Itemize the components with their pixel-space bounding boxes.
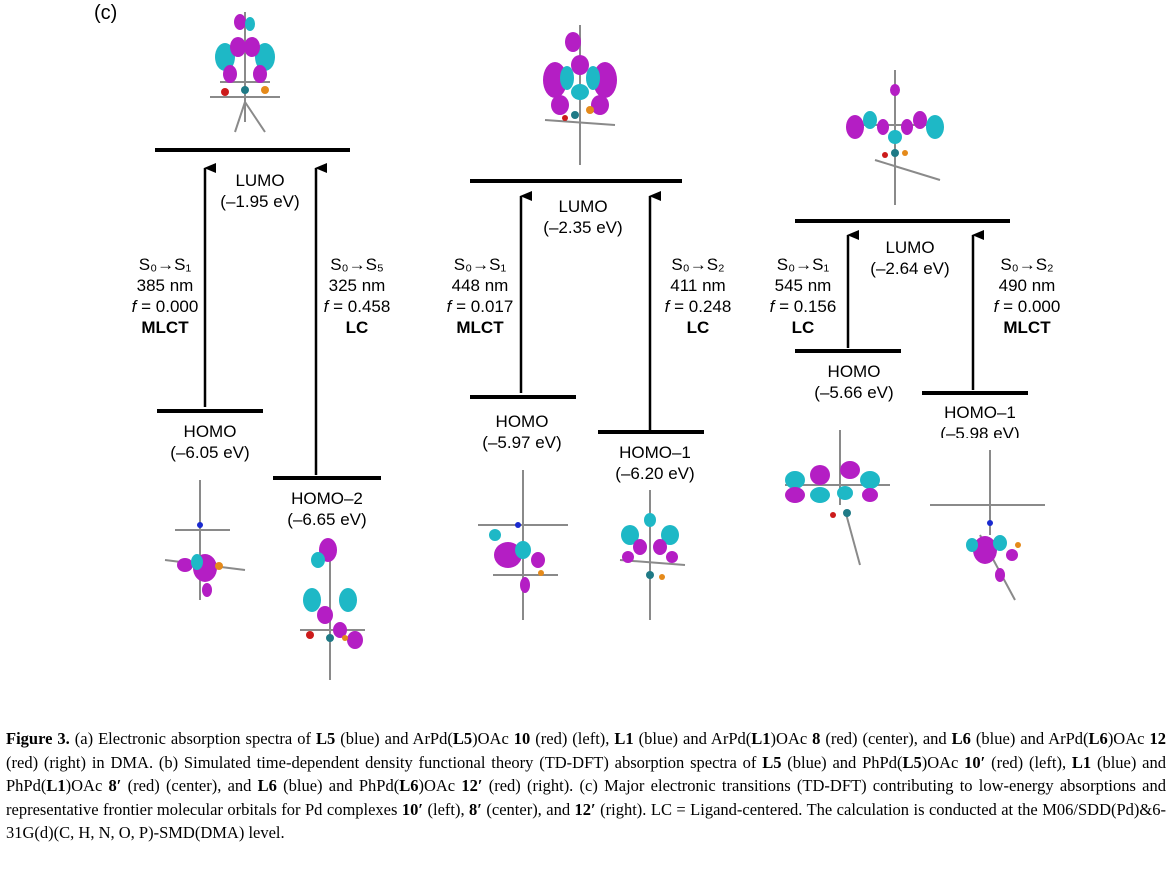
lumo-level-2 xyxy=(470,179,682,183)
homo-label-2b: HOMO–1 (–6.20 eV) xyxy=(615,443,695,483)
lumo-label-1: LUMO (–1.95 eV) xyxy=(220,171,300,211)
transition-3a: S₀→S₁ 545 nm f = 0.156 LC xyxy=(769,255,837,337)
homo-level-2a xyxy=(470,395,576,399)
homo-level-3a xyxy=(795,349,901,353)
homo-label-2a: HOMO (–5.97 eV) xyxy=(482,412,562,452)
homo-label-1a: HOMO (–6.05 eV) xyxy=(170,422,250,462)
orbital-homo-1a xyxy=(164,480,246,600)
transition-3b: S₀→S₂ 490 nm f = 0.000 MLCT xyxy=(993,255,1061,337)
panel-label: (c) xyxy=(94,2,118,24)
orbital-lumo-1 xyxy=(210,12,280,133)
transition-2b: S₀→S₂ 411 nm f = 0.248 LC xyxy=(664,255,732,337)
orbital-homo-3a xyxy=(785,430,890,566)
figure-caption: Figure 3. (a) Electronic absorption spec… xyxy=(6,729,1166,842)
orbital-homo-2b xyxy=(619,490,686,620)
homo-label-3a: HOMO (–5.66 eV) xyxy=(814,362,894,402)
homo-label-3b: HOMO–1 (–5.98 eV) xyxy=(940,403,1020,438)
homo-level-1b xyxy=(273,476,381,480)
orbital-lumo-2 xyxy=(543,25,617,165)
orbital-lumo-3 xyxy=(846,70,944,205)
orbital-homo-2a xyxy=(478,470,568,620)
transition-1a: S₀→S₁ 385 nm f = 0.000 MLCT xyxy=(131,255,199,337)
transition-1b: S₀→S₅ 325 nm f = 0.458 LC xyxy=(323,255,391,337)
homo-level-1a xyxy=(157,409,263,413)
orbital-homo-3b xyxy=(930,450,1045,601)
orbital-homo-1b xyxy=(300,538,365,680)
lumo-level-1 xyxy=(155,148,350,152)
homo-level-3b xyxy=(922,391,1028,395)
lumo-label-2: LUMO (–2.35 eV) xyxy=(543,197,623,237)
homo-level-2b xyxy=(598,430,704,434)
lumo-label-3: LUMO (–2.64 eV) xyxy=(870,238,950,278)
lumo-level-3 xyxy=(795,219,1010,223)
homo-label-1b: HOMO–2 (–6.65 eV) xyxy=(287,489,367,529)
transition-2a: S₀→S₁ 448 nm f = 0.017 MLCT xyxy=(446,255,514,337)
transition-arrows xyxy=(203,163,984,475)
